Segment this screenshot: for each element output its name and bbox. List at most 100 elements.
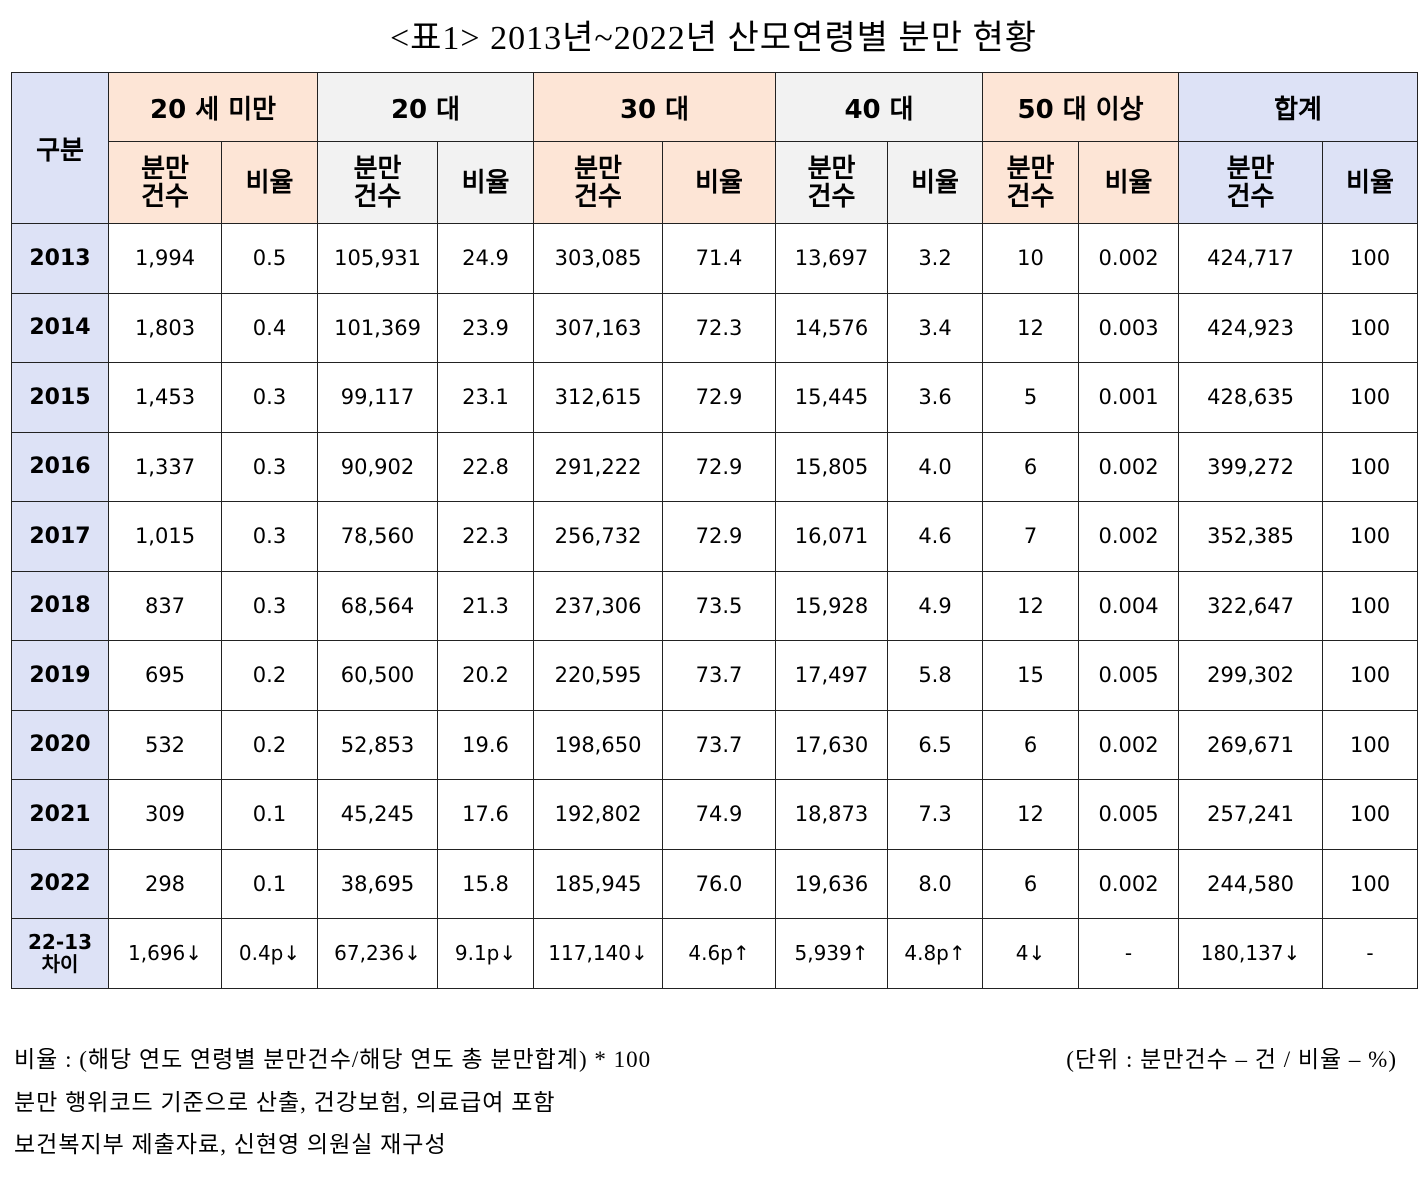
cell-text: 15,805	[794, 454, 869, 479]
data-cell: 7.3	[887, 779, 984, 850]
cell-text: 24.9	[462, 246, 509, 271]
cell-text: 6	[1023, 732, 1038, 757]
cell-text: 0.3	[252, 593, 287, 618]
cell-text: 424,717	[1207, 246, 1294, 271]
cell-text: 13,697	[794, 246, 869, 271]
data-row: 22-13 차이 1,696↓ 0.4p↓ 67,236↓ 9.1p↓ 117,140↓ 4…	[11, 918, 1419, 989]
title: <표1> 2013년~2022년 산모연령별 분만 현황	[389, 20, 1038, 57]
data-cell: 352,385	[1178, 501, 1324, 572]
data-cell: 237,306	[533, 570, 664, 641]
cell-text: 117,140↓	[548, 941, 648, 966]
data-cell: 117,140↓	[533, 918, 664, 989]
data-cell: 3.4	[887, 292, 984, 363]
cell-text: 22.3	[462, 524, 509, 549]
cell-text: 6	[1023, 871, 1038, 896]
cell-text: 분만 건수	[141, 153, 189, 212]
data-row: 2015 1,453 0.3 99,117 23.1 312,615 72.9 15,445 3…	[11, 362, 1419, 433]
sub-header: 분만 건수	[775, 141, 889, 224]
cell-text: 0.5	[252, 246, 287, 271]
cell-text: 23.9	[462, 315, 509, 340]
cell-text: 352,385	[1207, 524, 1294, 549]
data-cell: 0.1	[220, 848, 319, 919]
cell-text: 분만 건수	[1006, 153, 1055, 212]
cell-text: 3.4	[918, 315, 952, 340]
cell-text: 0.005	[1098, 802, 1159, 827]
sub-header: 비율	[662, 141, 777, 224]
data-cell: 100	[1322, 362, 1419, 433]
cell-text: 73.5	[695, 593, 743, 618]
cell-text: 비율	[695, 167, 743, 198]
data-cell: 5.8	[887, 640, 984, 711]
cell-text: 20 대	[390, 94, 461, 125]
cell-text: 73.7	[695, 663, 743, 688]
cell-text: 1,994	[134, 246, 196, 271]
data-cell: 309	[108, 779, 222, 850]
cell-text: 180,137↓	[1200, 941, 1301, 966]
cell-text: 비율	[1104, 167, 1153, 198]
cell-text: 30 대	[619, 94, 690, 125]
data-cell: 72.9	[662, 501, 777, 572]
data-cell: 0.005	[1078, 779, 1180, 850]
cell-text: 2014	[29, 315, 91, 341]
data-cell: 12	[982, 292, 1080, 363]
data-cell: 100	[1322, 501, 1419, 572]
cell-text: 532	[144, 732, 186, 757]
cell-text: 78,560	[340, 524, 415, 549]
cell-text: 10	[1017, 246, 1044, 271]
data-cell: 23.9	[437, 292, 535, 363]
cell-text: 5,939↑	[794, 941, 869, 966]
cell-text: 0.003	[1098, 315, 1159, 340]
cell-text: 15,928	[794, 593, 869, 618]
data-cell: 0.1	[220, 779, 319, 850]
data-cell: 100	[1322, 223, 1419, 294]
cell-text: 2015	[29, 384, 91, 410]
data-cell: 72.9	[662, 431, 777, 502]
data-row: 2022 298 0.1 38,695 15.8 185,945 76.0 19,636 8.0…	[11, 848, 1419, 919]
cell-text: 71.4	[695, 246, 743, 271]
cell-text: 4.9	[918, 593, 952, 618]
data-cell: 21.3	[437, 570, 535, 641]
cell-text: 1,337	[134, 454, 196, 479]
data-cell: 52,853	[317, 709, 439, 780]
data-row: 2019 695 0.2 60,500 20.2 220,595 73.7 17,497 5.8…	[11, 640, 1419, 711]
data-cell: 67,236↓	[317, 918, 439, 989]
cell-text: 3.2	[918, 246, 952, 271]
data-cell: 4↓	[982, 918, 1080, 989]
cell-text: 12	[1017, 315, 1044, 340]
cell-text: 4.0	[918, 454, 952, 479]
cell-text: 322,647	[1207, 593, 1294, 618]
data-cell: 24.9	[437, 223, 535, 294]
cell-text: 분만 건수	[807, 153, 856, 212]
cell-text: 5.8	[918, 663, 952, 688]
data-cell: 4.0	[887, 431, 984, 502]
cell-text: 257,241	[1207, 802, 1294, 827]
data-cell: 0.002	[1078, 709, 1180, 780]
data-cell: 303,085	[533, 223, 664, 294]
cell-text: 4.8p↑	[904, 941, 966, 966]
cell-text: 구분	[36, 135, 84, 166]
note-line: 보건복지부 제출자료, 신현영 의원실 재구성	[14, 1132, 447, 1157]
cell-text: 100	[1349, 524, 1391, 549]
cell-text: 73.7	[695, 732, 743, 757]
group-header: 50 대 이상	[982, 72, 1180, 142]
data-cell: 0.4	[220, 292, 319, 363]
data-cell: 72.3	[662, 292, 777, 363]
data-cell: 291,222	[533, 431, 664, 502]
data-cell: 4.9	[887, 570, 984, 641]
data-cell: 1,453	[108, 362, 222, 433]
cell-text: 2018	[29, 593, 91, 619]
data-cell: 0.002	[1078, 501, 1180, 572]
cell-text: 399,272	[1207, 454, 1294, 479]
cell-text: 100	[1349, 871, 1391, 896]
data-cell: 180,137↓	[1178, 918, 1324, 989]
data-cell: 0.001	[1078, 362, 1180, 433]
cell-text: 2017	[29, 523, 91, 549]
cell-text: 분만 건수	[1226, 153, 1275, 212]
cell-text: 424,923	[1207, 315, 1294, 340]
cell-text: 90,902	[340, 454, 415, 479]
cell-text: 18,873	[794, 802, 869, 827]
data-cell: 695	[108, 640, 222, 711]
cell-text: 16,071	[794, 524, 869, 549]
cell-text: 비율	[461, 167, 510, 198]
cell-text: 비율	[911, 167, 959, 198]
